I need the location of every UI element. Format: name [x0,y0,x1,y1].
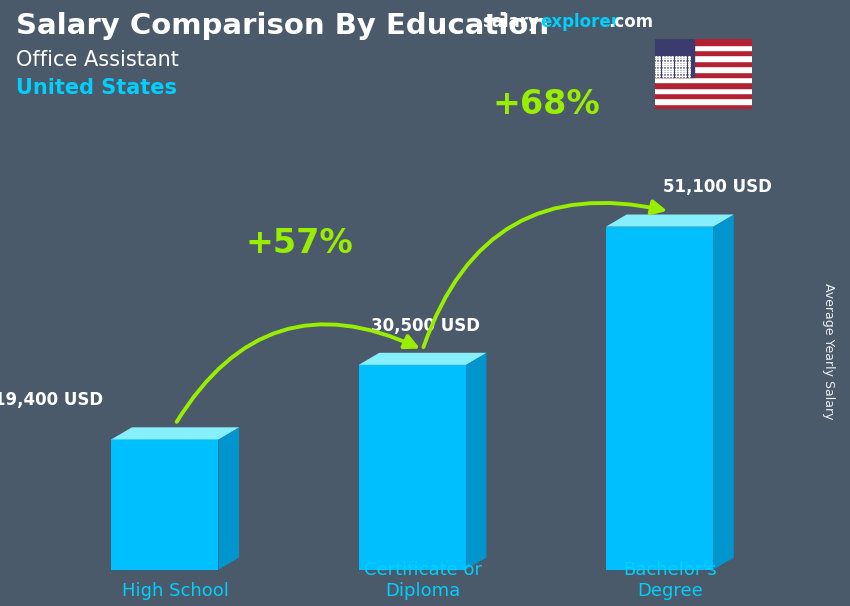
Text: salary: salary [482,13,539,32]
Text: Average Yearly Salary: Average Yearly Salary [822,283,836,420]
Bar [654,82,752,88]
Text: Bachelor's
Degree: Bachelor's Degree [623,561,717,600]
Polygon shape [218,427,239,570]
Bar [654,72,752,77]
Bar [654,39,752,45]
Text: explorer: explorer [540,13,619,32]
Bar [654,66,752,72]
Text: United States: United States [16,78,178,98]
Text: +57%: +57% [245,227,353,259]
Bar [654,45,752,50]
Text: 19,400 USD: 19,400 USD [0,391,103,409]
Bar [654,56,752,61]
Text: +68%: +68% [492,88,600,121]
Polygon shape [111,439,218,570]
Polygon shape [713,215,734,570]
Text: .com: .com [609,13,654,32]
Text: 30,500 USD: 30,500 USD [371,316,480,335]
Polygon shape [359,365,466,570]
Text: Salary Comparison By Education: Salary Comparison By Education [16,12,550,40]
Text: Office Assistant: Office Assistant [16,50,179,70]
Bar [654,98,752,104]
Bar [654,39,694,77]
Bar [654,61,752,66]
Bar [654,88,752,93]
Text: High School: High School [122,582,229,600]
Bar [654,50,752,56]
Polygon shape [466,353,486,570]
Polygon shape [606,227,713,570]
Polygon shape [606,215,734,227]
Text: 51,100 USD: 51,100 USD [663,178,772,196]
Bar [654,93,752,98]
Polygon shape [111,427,239,439]
Bar [654,104,752,109]
Polygon shape [359,353,486,365]
Bar [654,77,752,82]
Text: Certificate or
Diploma: Certificate or Diploma [364,561,482,600]
